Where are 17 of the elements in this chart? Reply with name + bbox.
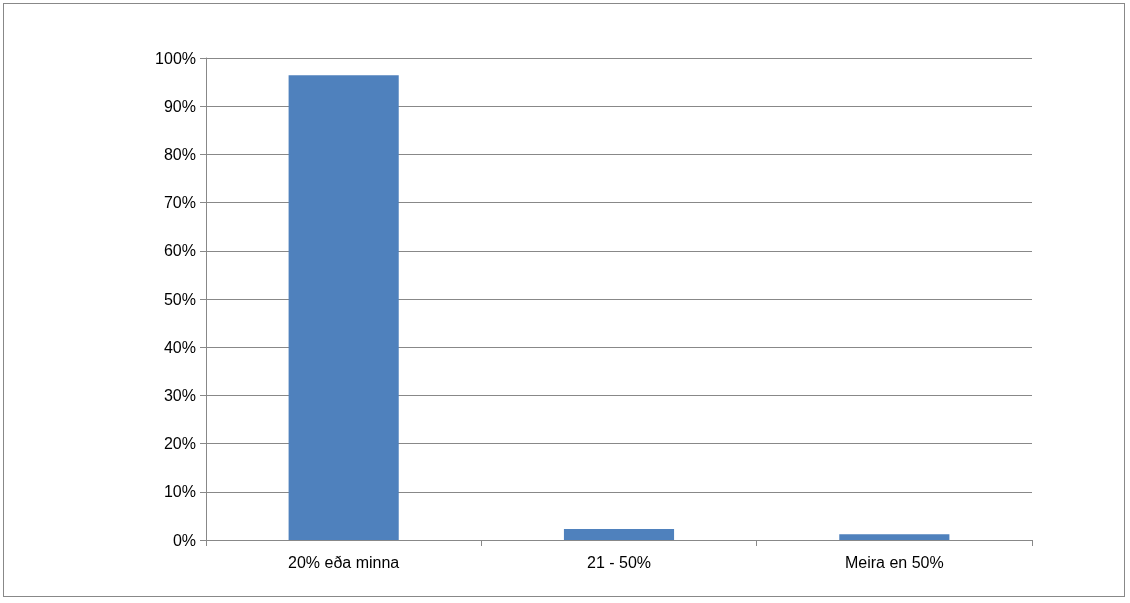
x-tick-label: Meira en 50% bbox=[844, 553, 944, 571]
y-tick-label: 30% bbox=[163, 386, 196, 404]
bar bbox=[839, 534, 950, 540]
y-tick-label: 70% bbox=[163, 194, 196, 212]
y-tick-label: 80% bbox=[163, 145, 196, 163]
y-tick-label: 60% bbox=[163, 242, 196, 260]
y-tick-label: 100% bbox=[155, 49, 196, 67]
y-tick-label: 0% bbox=[172, 531, 196, 549]
bar bbox=[288, 75, 399, 540]
y-tick-label: 90% bbox=[163, 97, 196, 115]
bar bbox=[563, 528, 675, 540]
y-tick-label: 10% bbox=[163, 483, 196, 501]
y-tick-label: 40% bbox=[163, 338, 196, 356]
x-tick-label: 20% eða minna bbox=[288, 553, 400, 571]
x-tick-label: 21 - 50% bbox=[586, 553, 652, 571]
y-tick-label: 50% bbox=[163, 290, 196, 308]
y-tick-label: 20% bbox=[163, 435, 196, 453]
